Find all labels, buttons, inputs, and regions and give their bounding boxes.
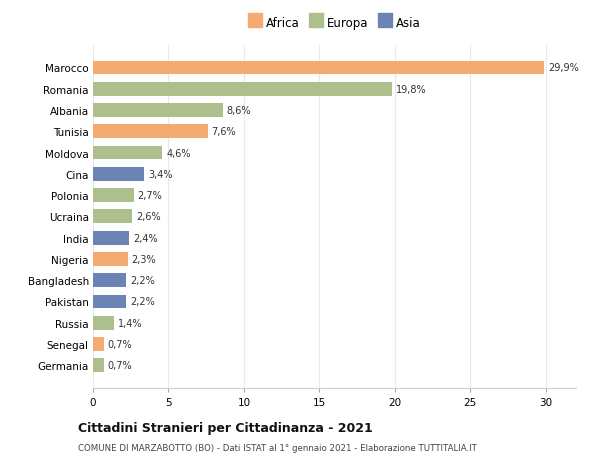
Text: 2,6%: 2,6%	[136, 212, 161, 222]
Text: 4,6%: 4,6%	[166, 148, 191, 158]
Bar	[93, 231, 129, 245]
Text: 2,2%: 2,2%	[130, 275, 155, 285]
Bar	[93, 146, 163, 160]
Text: 2,2%: 2,2%	[130, 297, 155, 307]
Text: 1,4%: 1,4%	[118, 318, 142, 328]
Bar	[93, 62, 544, 75]
Text: Cittadini Stranieri per Cittadinanza - 2021: Cittadini Stranieri per Cittadinanza - 2…	[78, 421, 373, 434]
Text: 29,9%: 29,9%	[548, 63, 579, 73]
Bar	[93, 295, 126, 308]
Text: 19,8%: 19,8%	[395, 84, 426, 95]
Bar	[93, 274, 126, 287]
Text: 3,4%: 3,4%	[148, 169, 173, 179]
Bar	[93, 125, 208, 139]
Bar	[93, 189, 134, 202]
Bar	[93, 358, 104, 372]
Bar	[93, 337, 104, 351]
Text: 0,7%: 0,7%	[107, 360, 132, 370]
Text: 2,7%: 2,7%	[137, 190, 162, 201]
Bar	[93, 104, 223, 118]
Text: 8,6%: 8,6%	[227, 106, 251, 116]
Bar	[93, 210, 132, 224]
Bar	[93, 83, 392, 96]
Text: COMUNE DI MARZABOTTO (BO) - Dati ISTAT al 1° gennaio 2021 - Elaborazione TUTTITA: COMUNE DI MARZABOTTO (BO) - Dati ISTAT a…	[78, 443, 477, 452]
Bar	[93, 168, 145, 181]
Text: 0,7%: 0,7%	[107, 339, 132, 349]
Legend: Africa, Europa, Asia: Africa, Europa, Asia	[246, 14, 423, 32]
Text: 7,6%: 7,6%	[211, 127, 236, 137]
Bar	[93, 316, 114, 330]
Bar	[93, 252, 128, 266]
Text: 2,3%: 2,3%	[131, 254, 156, 264]
Text: 2,4%: 2,4%	[133, 233, 158, 243]
